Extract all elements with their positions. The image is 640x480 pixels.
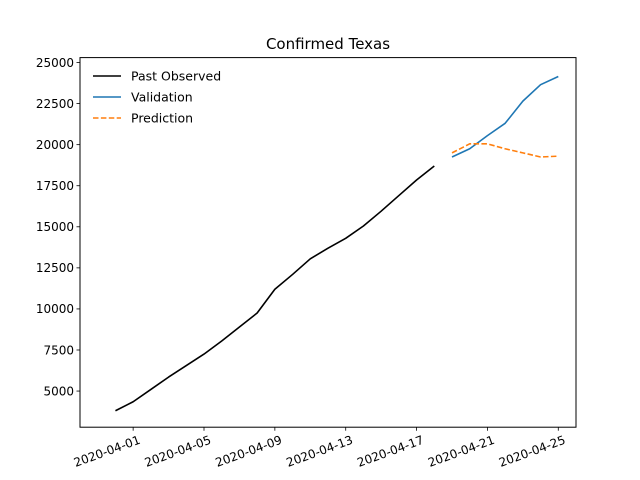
y-tick-label-5: 17500 — [36, 179, 74, 193]
x-axis: 2020-04-01 2020-04-05 2020-04-09 2020-04-13… — [72, 427, 567, 470]
chart-title: Confirmed Texas — [266, 35, 390, 53]
x-tick-label-6: 2020-04-25 — [497, 433, 567, 470]
x-tick-label-4: 2020-04-17 — [355, 433, 425, 470]
legend-label-2: Prediction — [131, 111, 193, 126]
y-tick-label-7: 22500 — [36, 97, 74, 111]
series-layer — [115, 75, 559, 412]
series-line-2 — [451, 143, 559, 158]
y-tick-label-8: 25000 — [36, 56, 74, 70]
x-tick-label-3: 2020-04-13 — [284, 433, 354, 470]
x-tick-label-2: 2020-04-09 — [214, 433, 284, 470]
y-axis: 5000 7500 10000 12500 15000 17500 20000 22500 25… — [36, 56, 80, 398]
legend-label-0: Past Observed — [131, 69, 221, 84]
y-tick-label-1: 7500 — [43, 343, 74, 357]
y-tick-label-6: 20000 — [36, 138, 74, 152]
series-line-1 — [451, 75, 559, 158]
series-line-0 — [115, 165, 435, 412]
x-tick-label-5: 2020-04-21 — [426, 433, 496, 470]
legend-label-1: Validation — [131, 90, 193, 105]
plot-frame — [79, 57, 577, 428]
y-tick-label-4: 15000 — [36, 220, 74, 234]
y-tick-label-2: 10000 — [36, 302, 74, 316]
y-tick-label-0: 5000 — [43, 384, 74, 398]
legend: Past Observed Validation Prediction — [93, 69, 221, 126]
x-tick-label-1: 2020-04-05 — [143, 433, 213, 470]
x-tick-label-0: 2020-04-01 — [72, 433, 142, 470]
y-tick-label-3: 12500 — [36, 261, 74, 275]
